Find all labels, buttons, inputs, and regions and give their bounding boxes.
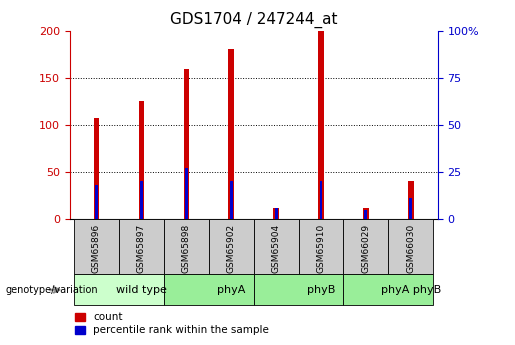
FancyBboxPatch shape — [74, 274, 164, 305]
FancyBboxPatch shape — [344, 219, 388, 274]
FancyBboxPatch shape — [209, 219, 254, 274]
FancyBboxPatch shape — [344, 274, 433, 305]
Bar — [95, 185, 98, 219]
Text: GSM65897: GSM65897 — [137, 224, 146, 273]
FancyBboxPatch shape — [254, 274, 344, 305]
FancyBboxPatch shape — [299, 219, 344, 274]
Text: GSM65910: GSM65910 — [317, 224, 325, 273]
FancyBboxPatch shape — [164, 274, 254, 305]
Legend: count, percentile rank within the sample: count, percentile rank within the sample — [75, 312, 269, 335]
Bar — [273, 208, 279, 219]
Text: phyA: phyA — [217, 285, 245, 295]
Text: GSM65902: GSM65902 — [227, 224, 236, 273]
FancyBboxPatch shape — [164, 219, 209, 274]
Bar — [365, 210, 367, 219]
Bar — [139, 101, 144, 219]
Bar — [318, 31, 324, 219]
FancyBboxPatch shape — [388, 219, 433, 274]
Bar — [408, 181, 414, 219]
Text: phyA phyB: phyA phyB — [381, 285, 441, 295]
Text: GSM65904: GSM65904 — [271, 224, 281, 273]
Text: GSM65896: GSM65896 — [92, 224, 101, 273]
Title: GDS1704 / 247244_at: GDS1704 / 247244_at — [170, 12, 337, 28]
Bar — [363, 208, 369, 219]
Bar — [274, 208, 278, 219]
Bar — [183, 69, 189, 219]
Bar — [94, 118, 99, 219]
Text: GSM65898: GSM65898 — [182, 224, 191, 273]
Bar — [230, 181, 233, 219]
Bar — [140, 181, 143, 219]
Bar — [229, 49, 234, 219]
Text: wild type: wild type — [116, 285, 167, 295]
FancyBboxPatch shape — [74, 219, 119, 274]
FancyBboxPatch shape — [119, 219, 164, 274]
Bar — [409, 198, 413, 219]
FancyBboxPatch shape — [254, 219, 299, 274]
Bar — [319, 181, 322, 219]
Text: genotype/variation: genotype/variation — [5, 285, 98, 295]
Text: GSM66029: GSM66029 — [362, 224, 370, 273]
Text: GSM66030: GSM66030 — [406, 224, 415, 273]
Text: phyB: phyB — [307, 285, 335, 295]
Bar — [185, 168, 188, 219]
